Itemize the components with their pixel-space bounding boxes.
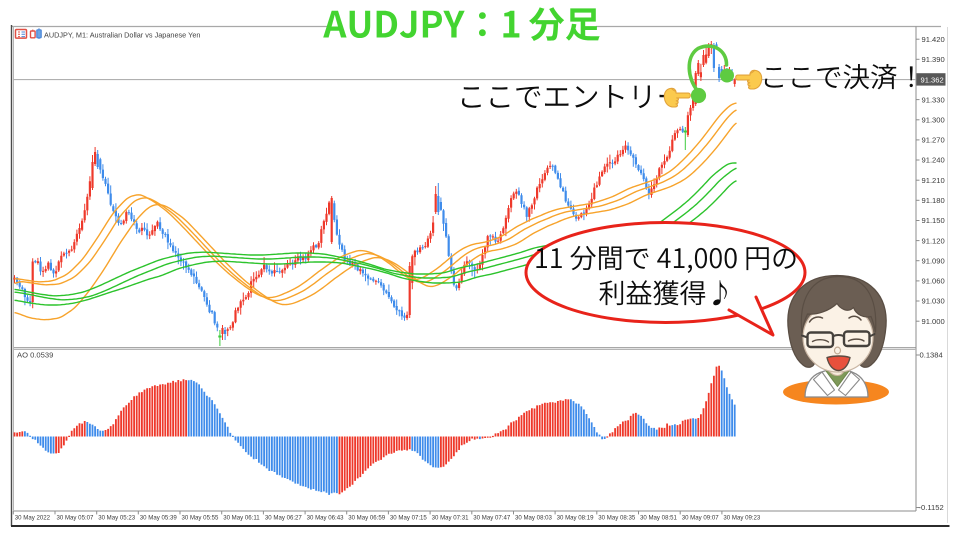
svg-text:91.090: 91.090: [922, 256, 945, 265]
svg-text:91.000: 91.000: [922, 317, 945, 326]
svg-text:91.120: 91.120: [922, 236, 945, 245]
svg-text:91.362: 91.362: [921, 76, 944, 85]
svg-text:-0.1152: -0.1152: [919, 503, 944, 512]
svg-text:30 May 05:07: 30 May 05:07: [57, 515, 95, 522]
svg-text:30 May 07:15: 30 May 07:15: [390, 515, 428, 522]
svg-text:91.210: 91.210: [922, 176, 945, 185]
svg-text:30 May 08:51: 30 May 08:51: [640, 515, 678, 522]
svg-text:30 May 08:03: 30 May 08:03: [515, 515, 553, 522]
svg-text:91.180: 91.180: [922, 196, 945, 205]
svg-text:30 May 08:19: 30 May 08:19: [557, 515, 595, 522]
svg-text:30 May 07:31: 30 May 07:31: [432, 515, 470, 522]
svg-text:AUDJPY, M1: Australian Dollar: AUDJPY, M1: Australian Dollar vs Japanes…: [44, 30, 200, 39]
svg-text:91.150: 91.150: [922, 216, 945, 225]
svg-text:91.030: 91.030: [922, 297, 945, 306]
svg-text:30 May 07:47: 30 May 07:47: [473, 515, 511, 522]
svg-text:0.1384: 0.1384: [920, 351, 943, 360]
svg-text:30 May 06:59: 30 May 06:59: [348, 515, 386, 522]
svg-text:30 May 08:35: 30 May 08:35: [598, 515, 636, 522]
svg-text:91.270: 91.270: [922, 136, 945, 145]
svg-text:30 May 09:23: 30 May 09:23: [723, 515, 761, 522]
svg-text:91.300: 91.300: [922, 116, 945, 125]
svg-text:30 May 05:39: 30 May 05:39: [140, 515, 178, 522]
svg-text:91.060: 91.060: [922, 277, 945, 286]
svg-text:30 May 06:43: 30 May 06:43: [307, 515, 345, 522]
svg-text:91.420: 91.420: [922, 35, 945, 44]
svg-text:30 May 2022: 30 May 2022: [15, 515, 51, 522]
svg-text:30 May 06:27: 30 May 06:27: [265, 515, 303, 522]
svg-text:30 May 09:07: 30 May 09:07: [682, 515, 720, 522]
svg-text:91.390: 91.390: [922, 55, 945, 64]
svg-text:30 May 05:23: 30 May 05:23: [98, 515, 136, 522]
svg-text:91.330: 91.330: [922, 95, 945, 104]
svg-text:30 May 06:11: 30 May 06:11: [223, 515, 260, 522]
svg-text:AO 0.0539: AO 0.0539: [17, 351, 53, 360]
svg-text:30 May 05:55: 30 May 05:55: [182, 515, 220, 522]
svg-text:91.240: 91.240: [922, 156, 945, 165]
